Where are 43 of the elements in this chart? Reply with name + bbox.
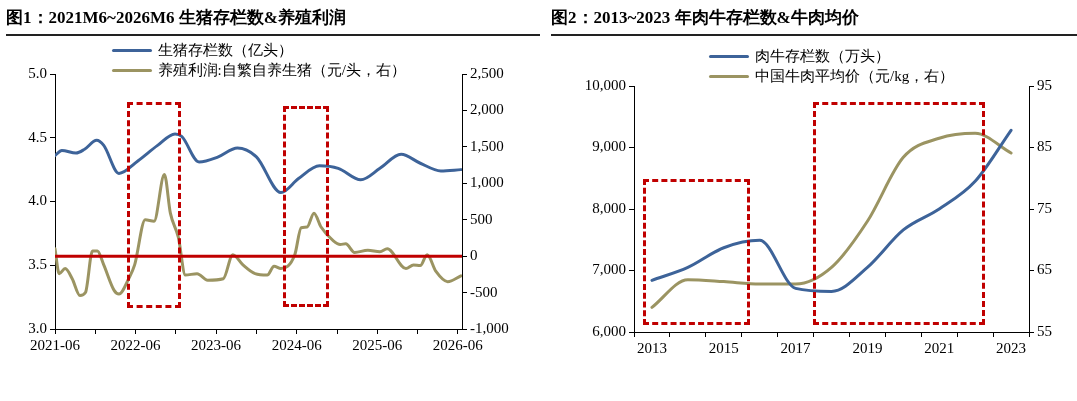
y-tick-label: 10,000: [584, 76, 626, 93]
y-tick-label: 9,000: [592, 138, 626, 155]
y2-tick-label: 1,500: [470, 137, 504, 154]
y-tick-label: 4.5: [28, 128, 47, 145]
y2-tick-label: 500: [470, 210, 493, 227]
chart-title: 图2：2013~2023 年肉牛存栏数&牛肉均价: [551, 6, 1077, 36]
y-tick-label: 3.5: [28, 256, 47, 273]
y-tick-label: 8,000: [592, 199, 626, 216]
y-tick-label: 3.0: [28, 319, 47, 336]
y2-tick-label: 2,500: [470, 64, 504, 81]
legend-label: 肉牛存栏数（万头）: [755, 47, 890, 66]
x-tick-label: 2024-06: [271, 336, 323, 353]
x-tick-label: 2023-06: [191, 336, 242, 353]
y2-tick-label: -500: [470, 283, 498, 300]
legend-label: 中国牛肉平均价（元/kg，右）: [755, 67, 955, 86]
line-series: [55, 173, 462, 297]
y2-tick-label: 65: [1037, 261, 1052, 278]
y2-tick-label: 2,000: [470, 101, 504, 118]
y-tick-label: 5.0: [28, 64, 47, 81]
legend-label: 养殖利润:自繁自养生猪（元/头，右）: [157, 61, 406, 80]
line-series: [55, 132, 462, 195]
x-tick-label: 2017: [780, 339, 812, 356]
x-tick-label: 2026-06: [432, 336, 484, 353]
y2-tick-label: 0: [470, 247, 478, 264]
x-tick-label: 2025-06: [352, 336, 403, 353]
x-tick-label: 2019: [852, 339, 883, 356]
x-tick-label: 2021: [924, 339, 955, 356]
y-tick-label: 6,000: [592, 322, 626, 339]
legend-label: 生猪存栏数（亿头）: [157, 41, 293, 60]
x-tick-label: 2013: [636, 339, 667, 356]
y-tick-label: 4.0: [28, 192, 47, 209]
y2-tick-label: -1,000: [470, 319, 509, 336]
y2-tick-label: 95: [1037, 76, 1052, 93]
x-tick-label: 2022-06: [110, 336, 162, 353]
x-tick-label: 2015: [708, 339, 739, 356]
y2-tick-label: 55: [1037, 322, 1052, 339]
x-tick-label: 2023: [996, 339, 1027, 356]
y-tick-label: 7,000: [592, 261, 626, 278]
y2-tick-label: 85: [1037, 138, 1052, 155]
y2-tick-label: 75: [1037, 199, 1052, 216]
chart-title: 图1：2021M6~2026M6 生猪存栏数&养殖利润: [6, 6, 540, 36]
y2-tick-label: 1,000: [470, 174, 504, 191]
x-tick-label: 2021-06: [30, 336, 81, 353]
